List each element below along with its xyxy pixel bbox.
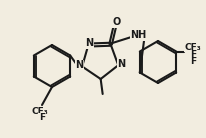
Text: F: F — [190, 57, 196, 66]
Text: N: N — [75, 60, 83, 71]
Text: O: O — [112, 17, 121, 27]
Text: N: N — [117, 59, 125, 69]
Text: F: F — [39, 113, 45, 123]
Text: CF₃: CF₃ — [32, 107, 48, 116]
Text: CF₃: CF₃ — [185, 43, 201, 52]
Text: NH: NH — [130, 30, 147, 40]
Text: F: F — [190, 50, 196, 59]
Text: N: N — [85, 38, 93, 48]
